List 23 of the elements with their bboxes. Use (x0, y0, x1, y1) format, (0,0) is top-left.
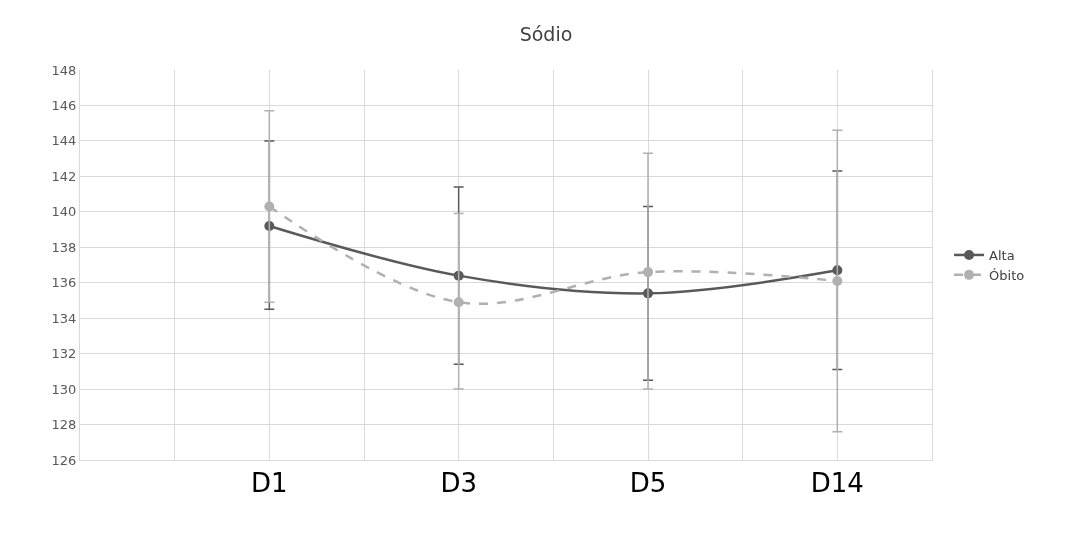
y-tick-label: 128 (51, 417, 77, 433)
point (643, 267, 653, 278)
x-tick-label: D1 (251, 468, 288, 499)
x-tick-label: D14 (810, 468, 864, 499)
y-tick-label: 132 (51, 346, 77, 362)
y-tick-label: 142 (51, 168, 77, 184)
x-tick-label: D3 (440, 468, 477, 499)
y-tick-label: 144 (51, 133, 77, 149)
y-tick-label: 148 (51, 62, 77, 78)
legend-label: Óbito (989, 267, 1025, 283)
y-tick-label: 126 (51, 452, 77, 468)
point (264, 201, 275, 212)
y-tick-label: 130 (51, 381, 77, 397)
y-tick-label: 134 (51, 310, 77, 326)
y-tick-label: 140 (51, 204, 77, 220)
point (453, 297, 464, 308)
y-tick-label: 138 (51, 239, 77, 255)
chart-title: Sódio (519, 22, 573, 45)
y-tick-label: 136 (51, 275, 77, 291)
legend-label: Alta (989, 248, 1015, 264)
x-tick-label: D5 (629, 468, 667, 499)
y-tick-label: 146 (51, 98, 77, 113)
point (832, 275, 843, 286)
